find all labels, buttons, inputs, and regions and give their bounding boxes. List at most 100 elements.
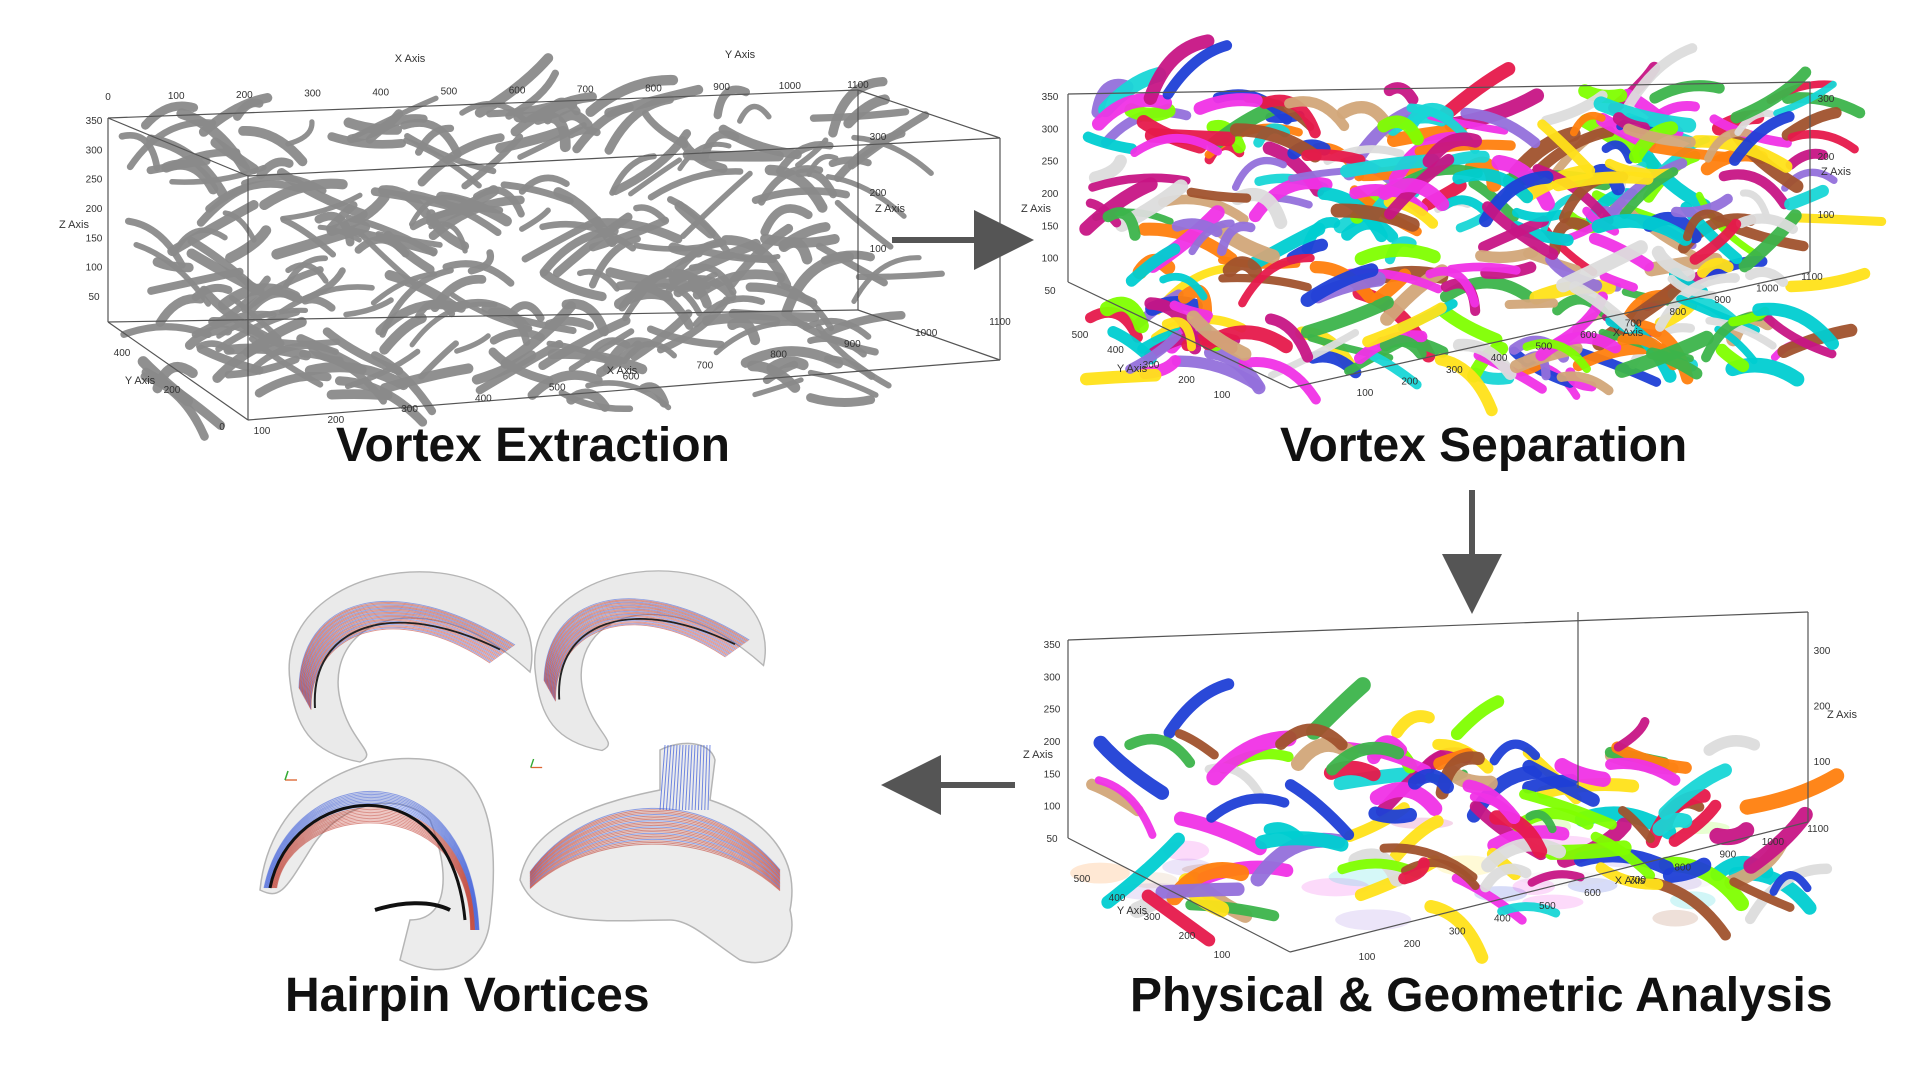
colored-vortex-tube [1682,209,1724,242]
colored-vortex-tube [1548,217,1591,257]
gray-vortex-tube [519,207,551,232]
z-tick-label: 50 [1044,286,1056,297]
gray-vortex-tube [589,235,641,289]
x-tick-label: 300 [1449,926,1466,937]
selected-vortex-tube [1173,811,1267,856]
y-axis-title: Y Axis [125,375,156,387]
gray-vortex-tube [254,371,332,398]
vortex-shadow [1567,877,1618,894]
z-tick-label: 100 [1818,210,1835,221]
y-tick-label: 200 [1179,931,1196,942]
colored-vortex-tube [1729,111,1795,166]
gray-vortex-tube [137,356,194,407]
gray-vortex-tube [184,325,233,350]
colored-vortex-tube [1569,281,1635,333]
gray-vortex-tube [467,249,495,275]
gray-vortex-tube [282,255,329,289]
colored-vortex-tube [1651,245,1696,282]
selected-vortex-tube [1398,857,1430,885]
gray-vortex-tube [224,355,300,379]
gray-vortex-tube [577,268,620,292]
colored-vortex-tube [1745,266,1789,288]
vortex-line [529,807,781,873]
z-axis-title: Z Axis [59,219,89,231]
hairpin-view-1 [284,571,533,781]
colored-vortex-tube [1715,343,1750,373]
y-tick-label: 200 [1178,375,1195,386]
colored-vortex-tube [1438,62,1516,122]
x-tick-label: 300 [401,404,418,415]
z-tick-label: 250 [86,175,103,186]
panel-hairpin-vortices [259,570,793,971]
gray-vortex-tube [713,85,751,120]
colored-vortex-tube [1781,92,1866,119]
selected-vortex-tube [1481,837,1567,873]
z-tick-label: 150 [86,233,103,244]
gray-vortex-tube [764,164,828,213]
selected-vortex-tube [1743,806,1813,874]
selected-vortex-tube [1497,902,1561,918]
selected-vortex-tube [1522,759,1600,807]
selected-vortex-tube [1424,900,1489,964]
selected-vortex-tube [1525,809,1557,834]
z-tick-label: 350 [86,116,103,127]
colored-vortex-tube [1522,339,1591,374]
selected-vortex-tube [1163,678,1235,739]
x-tick-label: 1000 [779,81,802,92]
gray-vortex-tube [280,192,363,222]
x-tick-label: 200 [1401,376,1418,387]
vortex-shadow [1070,862,1130,884]
colored-vortex-tube [1088,173,1191,192]
colored-vortex-tube [1537,119,1596,176]
hairpin-view-3 [259,757,495,971]
selected-vortex-tube [1703,735,1761,756]
gray-vortex-tube [233,98,264,121]
vortex-line [310,628,491,710]
vortex-line [554,622,728,700]
vortex-line [551,617,733,696]
box-edge [857,309,1001,361]
gray-vortex-tube [196,340,235,355]
selected-vortex-tube [1536,778,1640,799]
gray-vortex-tube [815,323,892,389]
box-edge [1067,81,1811,95]
colored-vortex-tube [1718,169,1790,210]
panel-vortex-extraction: 0 100 200 300 400 500 600 700 800 900 1000 11003503… [59,49,1011,441]
x-tick-label: 700 [1625,318,1642,329]
gray-vortex-tube [271,221,371,260]
selected-vortex-tube [1101,832,1185,909]
x-tick-label: 1000 [1756,284,1779,295]
x-tick-label: 1100 [1801,272,1823,283]
selected-vortex-tube [1206,793,1290,823]
selected-vortex-tube [1668,799,1722,847]
colored-vortex-tube [1705,316,1777,350]
z-tick-label: 300 [870,132,887,143]
y-tick-label: 400 [114,348,131,359]
gray-vortex-tube [161,159,219,195]
gray-vortex-tube [527,370,603,400]
z-tick-label: 300 [1042,124,1059,135]
z-tick-label: 100 [1814,757,1831,768]
z-tick-label: 100 [1044,802,1061,813]
vortex-line [554,623,727,701]
y-tick-label: 0 [219,422,225,433]
selected-vortex-tube [1306,677,1371,740]
gray-vortex-tube [409,194,468,227]
x-tick-label: 900 [1714,295,1731,306]
colored-vortex-tube [1619,167,1679,219]
selected-vortex-tube [1618,806,1655,844]
gray-vortex-tube [628,157,682,197]
gray-vortex-tube [680,170,753,240]
vortex-line [688,744,693,811]
colored-vortex-tube [1422,132,1482,168]
vortex-line [529,814,781,876]
gray-vortex-tube [118,132,161,172]
colored-vortex-tube [1655,273,1740,332]
x-tick-label: 500 [441,87,458,98]
gray-vortex-tube [822,310,906,337]
gray-vortex-tube [802,317,872,340]
vortex-line [529,817,781,877]
box-edge [107,89,859,119]
x-tick-label: 900 [713,82,730,93]
colored-vortex-tube [1079,177,1158,236]
